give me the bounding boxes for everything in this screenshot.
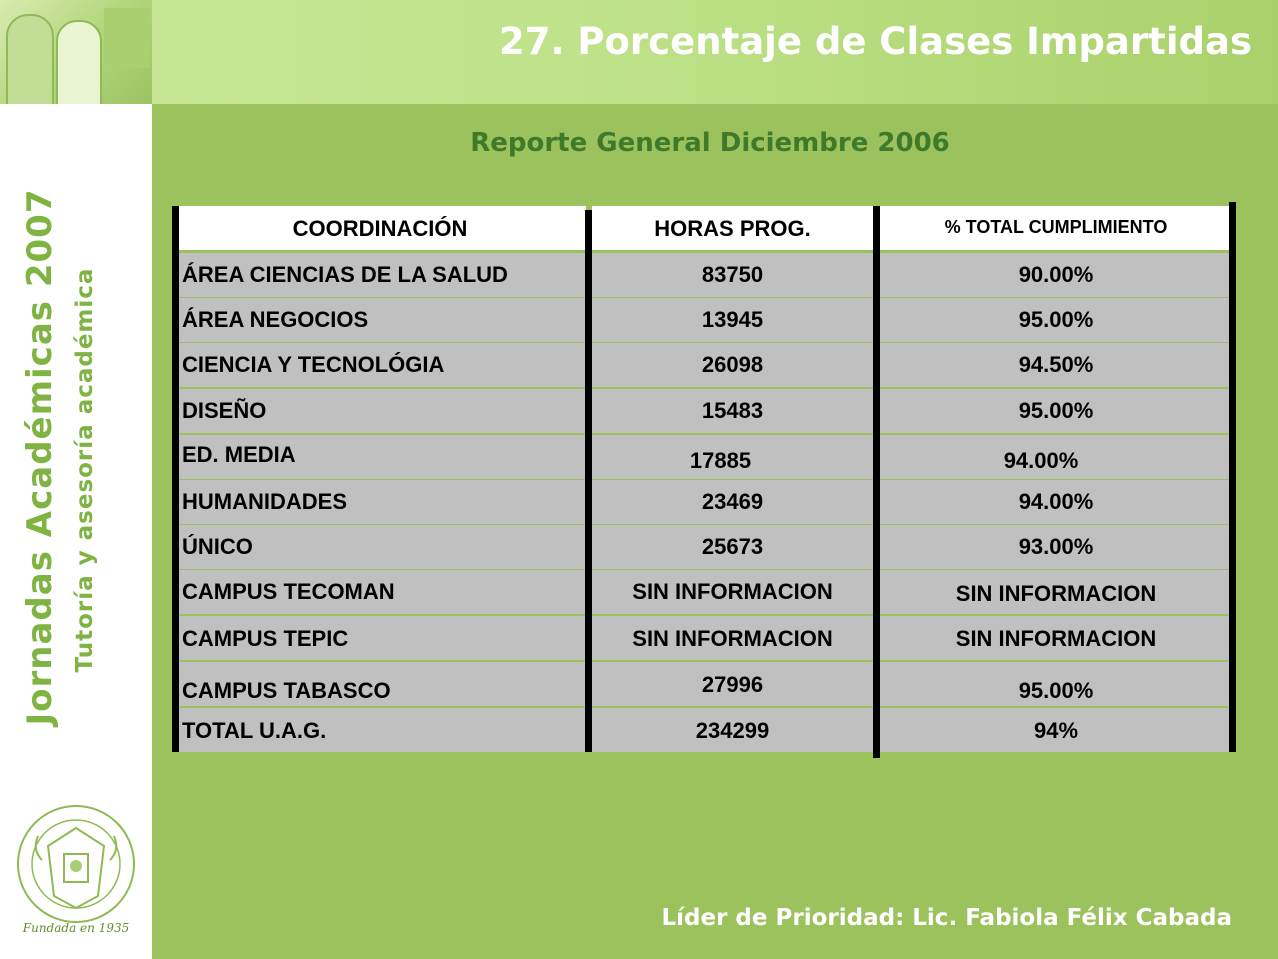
row-coordinacion: ÚNICO xyxy=(182,534,253,559)
header-band xyxy=(152,0,1278,104)
row-coordinacion: CIENCIA Y TECNOLÓGIA xyxy=(182,352,445,377)
seal-caption: Fundada en 1935 xyxy=(22,921,130,935)
table-row: CAMPUS TECOMAN SIN INFORMACION SIN INFOR… xyxy=(174,570,1238,614)
report-subtitle: Reporte General Diciembre 2006 xyxy=(470,128,950,158)
table-row: CIENCIA Y TECNOLÓGIA 26098 94.50% xyxy=(174,343,1238,387)
column-header-cumplimiento: % TOTAL CUMPLIMIENTO xyxy=(944,217,1168,237)
row-cumplimiento: 95.00% xyxy=(1018,307,1094,332)
row-cumplimiento: 95.00% xyxy=(1018,398,1094,423)
column-divider-2 xyxy=(873,206,880,758)
column-header-coordinacion: COORDINACIÓN xyxy=(292,216,468,241)
table-row-total: TOTAL U.A.G. 234299 94% xyxy=(174,708,1238,752)
leader-credit: Líder de Prioridad: Lic. Fabiola Félix C… xyxy=(661,905,1232,931)
table-row: ÁREA NEGOCIOS 13945 95.00% xyxy=(174,298,1238,342)
row-coordinacion: DISEÑO xyxy=(182,398,267,423)
row-horas: 27996 xyxy=(701,672,764,697)
table-row: DISEÑO 15483 95.00% xyxy=(174,389,1238,433)
header-photo xyxy=(0,0,152,104)
table-row: ÚNICO 25673 93.00% xyxy=(174,525,1238,569)
total-horas: 234299 xyxy=(695,718,770,743)
row-horas: 83750 xyxy=(701,262,764,287)
row-coordinacion: CAMPUS TEPIC xyxy=(182,626,349,651)
row-horas: 26098 xyxy=(701,352,764,377)
column-divider-right xyxy=(1229,202,1236,752)
row-cumplimiento: 95.00% xyxy=(1018,678,1094,703)
table-row: ED. MEDIA 17885 94.00% xyxy=(174,435,1238,479)
table-row: ÁREA CIENCIAS DE LA SALUD 83750 90.00% xyxy=(174,253,1238,297)
row-coordinacion: ÁREA NEGOCIOS xyxy=(182,307,369,332)
row-horas: SIN INFORMACION xyxy=(632,579,833,604)
table-row: HUMANIDADES 23469 94.00% xyxy=(174,480,1238,524)
row-coordinacion: HUMANIDADES xyxy=(182,489,347,514)
column-header-horas: HORAS PROG. xyxy=(654,216,811,241)
row-horas: 13945 xyxy=(701,307,764,332)
event-subtitle: Tutoría y asesoría académica xyxy=(72,267,98,673)
column-divider-left xyxy=(172,206,179,752)
teacher-figure xyxy=(56,20,102,104)
row-cumplimiento: 94.00% xyxy=(1003,448,1079,473)
row-coordinacion: ÁREA CIENCIAS DE LA SALUD xyxy=(182,262,508,287)
row-cumplimiento: 90.00% xyxy=(1018,262,1094,287)
row-horas: 25673 xyxy=(701,534,764,559)
table-row: CAMPUS TEPIC SIN INFORMACION SIN INFORMA… xyxy=(174,616,1238,660)
table-header-row: COORDINACIÓN HORAS PROG. % TOTAL CUMPLIM… xyxy=(174,206,1238,250)
row-coordinacion: ED. MEDIA xyxy=(182,442,296,467)
row-cumplimiento: 94.50% xyxy=(1018,352,1094,377)
sidebar: Jornadas Académicas 2007 Tutoría y aseso… xyxy=(0,0,152,959)
row-horas: 17885 xyxy=(689,448,752,473)
row-coordinacion: CAMPUS TABASCO xyxy=(182,678,391,703)
event-title: Jornadas Académicas 2007 xyxy=(20,188,60,726)
row-cumplimiento: 94.00% xyxy=(1018,489,1094,514)
row-horas: SIN INFORMACION xyxy=(632,626,833,651)
row-coordinacion: CAMPUS TECOMAN xyxy=(182,579,395,604)
total-cumplimiento: 94% xyxy=(1033,718,1079,743)
column-divider-1 xyxy=(585,210,592,752)
row-cumplimiento: SIN INFORMACION xyxy=(955,626,1157,651)
student-figure xyxy=(6,14,54,104)
row-cumplimiento: SIN INFORMACION xyxy=(955,581,1157,606)
row-cumplimiento: 93.00% xyxy=(1018,534,1094,559)
table-row: CAMPUS TABASCO 27996 95.00% xyxy=(174,662,1238,706)
row-horas: 23469 xyxy=(701,489,764,514)
university-seal xyxy=(17,805,135,923)
chalkboard xyxy=(104,8,150,68)
total-label: TOTAL U.A.G. xyxy=(182,718,327,743)
row-horas: 15483 xyxy=(701,398,764,423)
page-title: 27. Porcentaje de Clases Impartidas xyxy=(498,20,1252,63)
